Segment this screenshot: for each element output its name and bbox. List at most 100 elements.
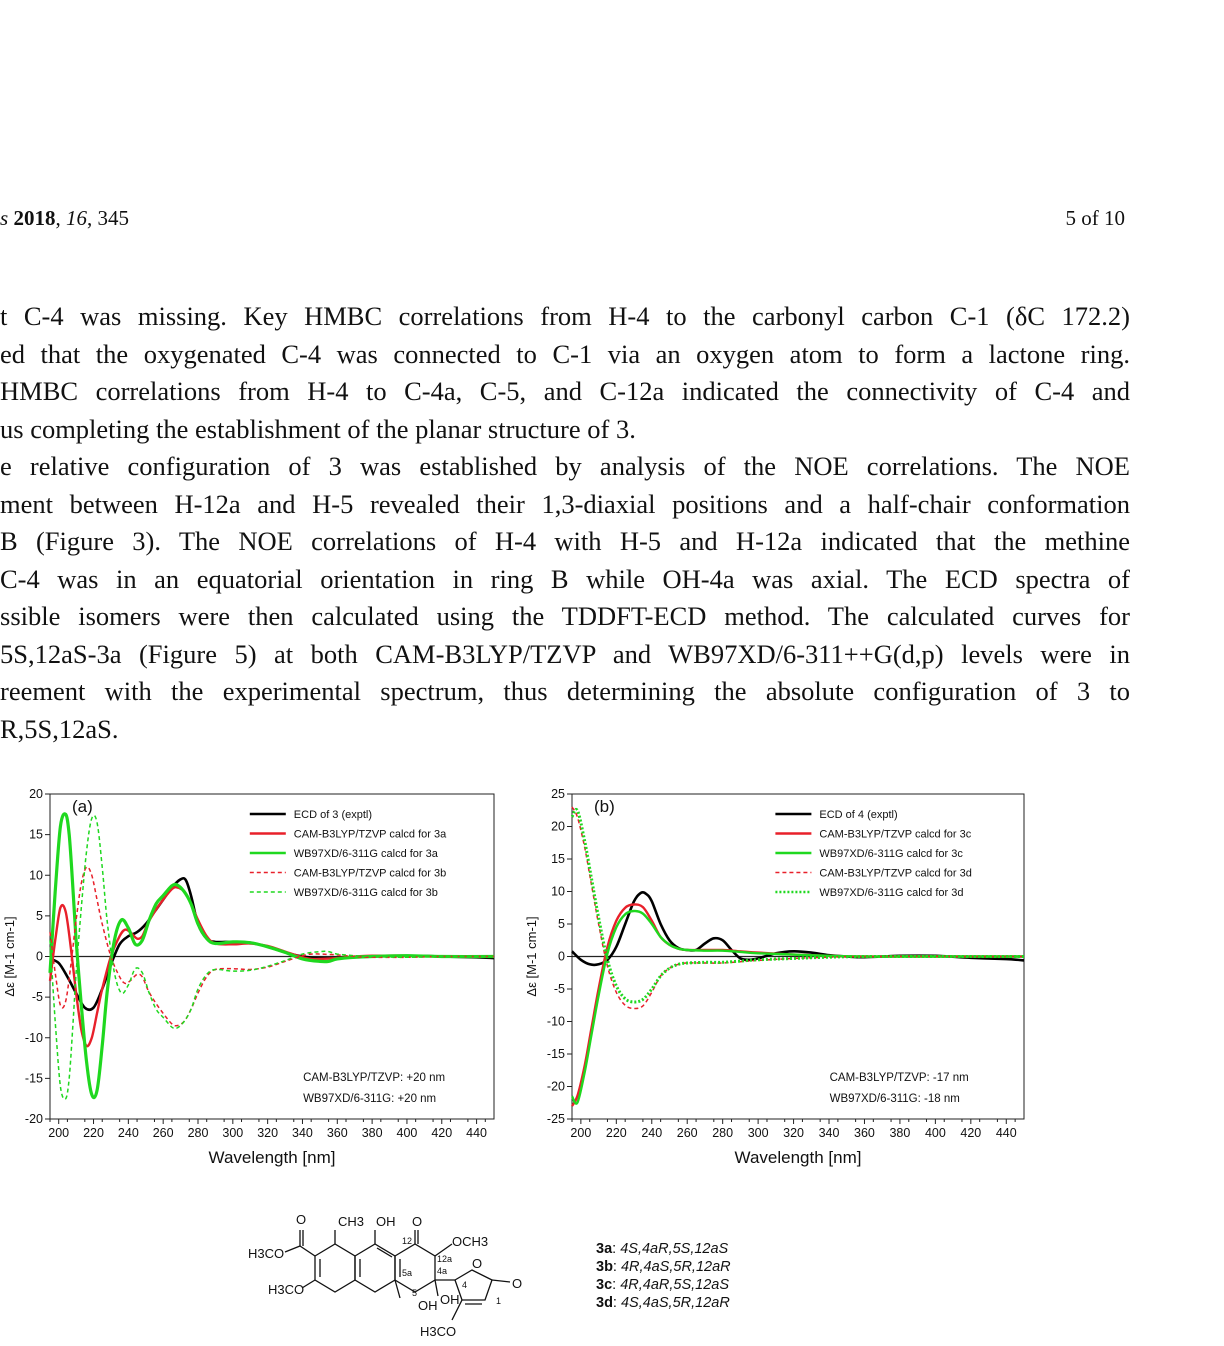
x-tick-label: 420 — [431, 1126, 452, 1140]
x-tick-label: 440 — [996, 1126, 1017, 1140]
text-line: us completing the establishment of the p… — [0, 413, 636, 444]
x-tick-label: 400 — [925, 1126, 946, 1140]
legend-label: ECD of 3 (exptl) — [294, 809, 372, 821]
y-tick-label: -15 — [25, 1071, 43, 1085]
y-tick-label: 5 — [36, 909, 43, 923]
y-tick-label: 20 — [551, 820, 565, 834]
text-line: t C-4 was missing. Key HMBC correlations… — [0, 301, 1130, 331]
x-tick-label: 200 — [570, 1126, 591, 1140]
annotation: CAM-B3LYP/TZVP: +20 nm — [303, 1072, 445, 1084]
struct-label: CH3 — [338, 1214, 364, 1229]
x-tick-label: 220 — [606, 1126, 627, 1140]
x-tick-label: 240 — [118, 1126, 139, 1140]
text-line: B (Figure 3). The NOE correlations of H-… — [0, 526, 1130, 556]
x-tick-label: 220 — [83, 1126, 104, 1140]
struct-label: 12 — [402, 1236, 412, 1246]
x-tick-label: 420 — [960, 1126, 981, 1140]
series-line — [49, 814, 495, 1100]
page-number: 5 of 10 — [1065, 206, 1126, 230]
page-header: s 2018, 16, 345 5 of 10 — [0, 206, 1125, 236]
ecd-figure: 200 220 240 260 280 300 320 340 360 380 400 420 440 2… — [0, 780, 1224, 1180]
text-line: 5S,12aS-3a (Figure 5) at both CAM-B3LYP/… — [0, 638, 1130, 669]
struct-label: 12a — [437, 1254, 452, 1264]
struct-label: OH — [440, 1292, 460, 1307]
struct-label: 4a — [437, 1266, 447, 1276]
x-axis-label: Wavelength [nm] — [209, 1148, 336, 1167]
x-tick-label: 360 — [854, 1126, 875, 1140]
x-tick-label: 400 — [397, 1126, 418, 1140]
struct-label: OH — [376, 1214, 396, 1229]
y-tick-label: 20 — [29, 787, 43, 801]
legend-label: CAM-B3LYP/TZVP calcd for 3d — [819, 868, 971, 880]
struct-label: O — [412, 1214, 422, 1229]
struct-label: O — [296, 1212, 306, 1227]
legend-label: WB97XD/6-311G calcd for 3b — [294, 887, 438, 899]
legend-label: CAM-B3LYP/TZVP calcd for 3c — [819, 829, 971, 841]
legend-label: WB97XD/6-311G calcd for 3d — [819, 887, 963, 899]
y-axis-label: Δε [M-1 cm-1] — [2, 916, 17, 996]
text-line: e relative configuration of 3 was establ… — [0, 451, 1130, 481]
text-line: C-4 was in an equatorial orientation in … — [0, 563, 1130, 594]
struct-label: OCH3 — [452, 1234, 488, 1249]
isomer-row: 3d: 4S,4aS,5R,12aR — [596, 1295, 730, 1311]
text-line: R,5S,12aS. — [0, 713, 119, 744]
paragraph-2: e relative configuration of 3 was establ… — [0, 448, 1130, 748]
isomer-row: 3c: 4R,4aR,5S,12aS — [596, 1277, 730, 1293]
y-tick-label: 10 — [29, 868, 43, 882]
x-tick-label: 380 — [889, 1126, 910, 1140]
y-tick-label: 0 — [36, 950, 43, 964]
y-tick-label: 25 — [551, 787, 565, 801]
struct-label: 5 — [412, 1288, 417, 1298]
y-tick-label: -10 — [25, 1031, 43, 1045]
isomer-list: 3a: 4S,4aR,5S,12aS 3b: 4R,4aS,5R,12aR 3c… — [596, 1240, 731, 1312]
x-tick-label: 200 — [48, 1126, 69, 1140]
struct-label: H3CO — [268, 1282, 304, 1297]
text-line: ed that the oxygenated C-4 was connected… — [0, 338, 1130, 369]
panel-label: (b) — [594, 797, 615, 816]
annotation: CAM-B3LYP/TZVP: -17 nm — [830, 1072, 969, 1084]
y-tick-label: -20 — [547, 1080, 565, 1094]
legend-label: CAM-B3LYP/TZVP calcd for 3b — [294, 868, 446, 880]
paragraph-1: t C-4 was missing. Key HMBC correlations… — [0, 298, 1130, 448]
ecd-chart-b: 200 220 240 260 280 300 320 340 360 380 400 420 4402… — [524, 787, 1025, 1167]
struct-label: 4 — [462, 1280, 467, 1290]
y-tick-label: -20 — [25, 1112, 43, 1126]
y-tick-label: -5 — [554, 982, 565, 996]
x-tick-label: 300 — [748, 1126, 769, 1140]
y-tick-label: 15 — [29, 828, 43, 842]
annotation: WB97XD/6-311G: +20 nm — [303, 1093, 436, 1105]
y-tick-label: 5 — [558, 917, 565, 931]
y-tick-label: -5 — [32, 990, 43, 1004]
struct-label: OH — [418, 1298, 438, 1313]
legend-label: CAM-B3LYP/TZVP calcd for 3a — [294, 829, 447, 841]
legend-label: ECD of 4 (exptl) — [819, 809, 897, 821]
text-line: HMBC correlations from H-4 to C-4a, C-5,… — [0, 376, 1130, 406]
text-line: ssible isomers were then calculated usin… — [0, 601, 1130, 631]
series-line — [48, 812, 495, 1100]
struct-label: 5a — [402, 1268, 412, 1278]
y-tick-label: 15 — [551, 852, 565, 866]
y-tick-label: -25 — [547, 1112, 565, 1126]
series-line — [570, 909, 1024, 1105]
x-tick-label: 320 — [783, 1126, 804, 1140]
x-tick-label: 340 — [819, 1126, 840, 1140]
x-tick-label: 360 — [327, 1126, 348, 1140]
struct-label: O — [472, 1256, 482, 1271]
struct-label: O — [512, 1276, 522, 1291]
chemical-structure: O CH3 OH O 12 OCH3 H3CO 12a 4a 5a H3CO 5… — [248, 1212, 522, 1339]
x-tick-label: 280 — [188, 1126, 209, 1140]
ecd-chart-a: 200 220 240 260 280 300 320 340 360 380 400 420 4402… — [2, 787, 495, 1167]
x-tick-label: 320 — [257, 1126, 278, 1140]
x-tick-label: 300 — [222, 1126, 243, 1140]
x-axis-label: Wavelength [nm] — [735, 1148, 862, 1167]
struct-label: H3CO — [420, 1324, 456, 1339]
journal-citation: s 2018, 16, 345 — [0, 206, 129, 230]
isomer-row: 3a: 4S,4aR,5S,12aS — [596, 1241, 729, 1257]
struct-label: H3CO — [248, 1246, 284, 1261]
x-tick-label: 260 — [153, 1126, 174, 1140]
x-tick-label: 440 — [466, 1126, 487, 1140]
legend-label: WB97XD/6-311G calcd for 3c — [819, 848, 963, 860]
annotation: WB97XD/6-311G: -18 nm — [830, 1093, 960, 1105]
legend-label: WB97XD/6-311G calcd for 3a — [294, 848, 439, 860]
x-tick-label: 380 — [362, 1126, 383, 1140]
